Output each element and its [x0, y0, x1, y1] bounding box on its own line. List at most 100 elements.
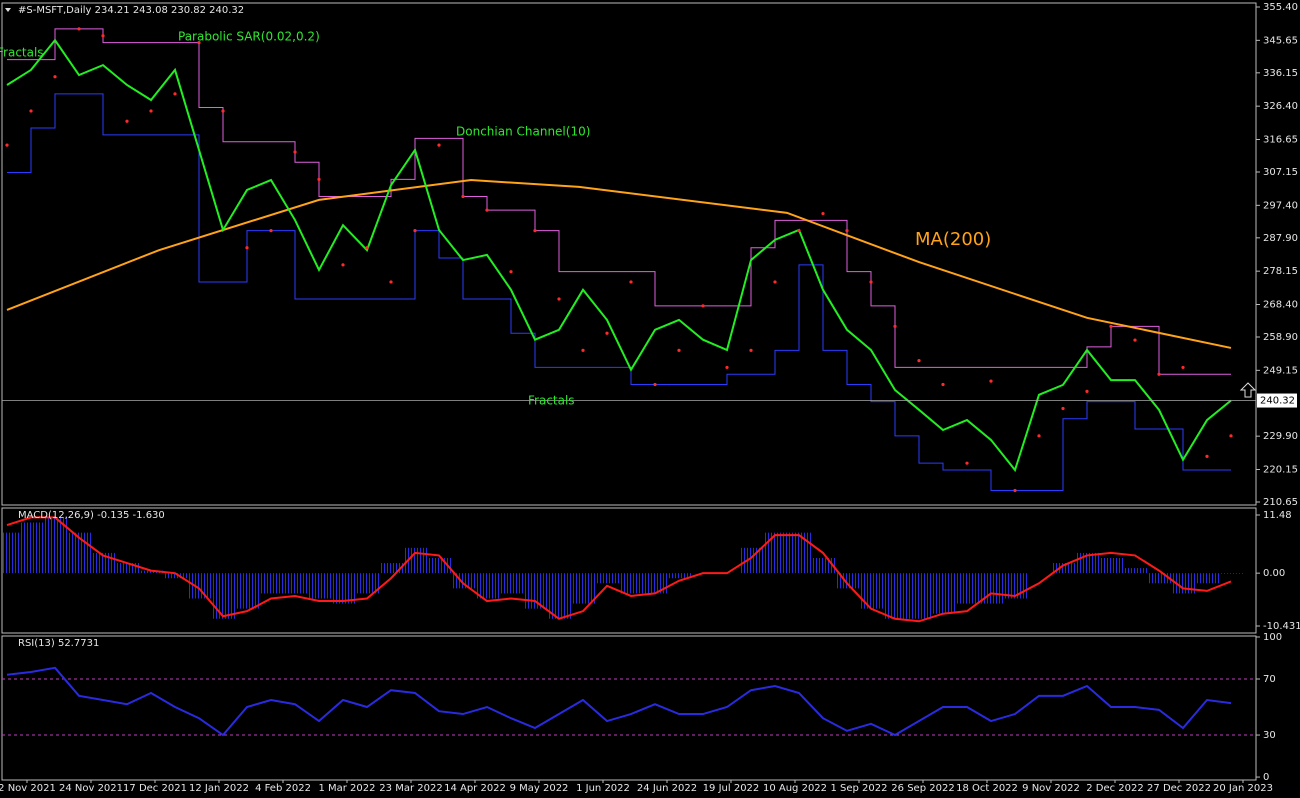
histogram-bar — [619, 573, 643, 594]
sar-dot — [269, 229, 273, 233]
sar-dot — [365, 246, 369, 250]
sar-dot — [461, 194, 465, 199]
histogram-bar — [43, 517, 67, 574]
x-tick-label: 4 Feb 2022 — [255, 783, 311, 794]
series-line — [6, 38, 1232, 473]
x-tick-label: 1 Sep 2022 — [830, 783, 887, 794]
y-tick-label: 11.48 — [1263, 510, 1292, 521]
histogram-bar — [955, 573, 979, 604]
sar-dot — [1181, 365, 1185, 370]
series-line — [6, 179, 1232, 349]
rsi-panel — [1, 635, 1257, 781]
histogram-bar — [595, 573, 619, 584]
sar-dot — [773, 280, 777, 284]
x-tick-label: 9 Nov 2022 — [1022, 783, 1080, 794]
x-tick-label: 23 Mar 2022 — [379, 783, 442, 794]
sar-dot — [1013, 488, 1017, 493]
histogram-bar — [19, 522, 43, 574]
x-tick-label: 24 Nov 2021 — [59, 783, 123, 794]
y-tick-label: 0 — [1263, 772, 1269, 783]
sar-dot — [605, 331, 609, 335]
x-tick-label: 18 Oct 2022 — [956, 783, 1018, 794]
sar-dot — [965, 461, 969, 465]
series-group — [5, 27, 1233, 493]
x-tick-label: 19 Jul 2022 — [703, 783, 760, 794]
sar-dot — [389, 280, 393, 284]
panel-title: #S-MSFT,Daily 234.21 243.08 230.82 240.3… — [18, 5, 244, 16]
annotation: Donchian Channel(10) — [456, 125, 590, 139]
price-label-box — [1257, 393, 1297, 408]
sar-dot — [221, 109, 225, 113]
y-tick-label: 316.65 — [1263, 135, 1298, 146]
x-tick-label: 12 Jan 2022 — [189, 783, 249, 794]
sar-dot — [989, 379, 993, 383]
y-tick-label: 297.40 — [1263, 200, 1298, 211]
x-tick-label: 26 Sep 2022 — [891, 783, 954, 794]
panel-title: RSI(13) 52.7731 — [18, 638, 99, 649]
histogram-bar — [211, 573, 235, 619]
channel-line — [7, 28, 1231, 375]
histogram-bar — [307, 573, 331, 599]
y-tick-label: 336.15 — [1263, 68, 1298, 79]
x-tick-label: 2 Nov 2021 — [0, 783, 56, 794]
histogram-bar — [355, 573, 379, 594]
sar-dot — [893, 324, 897, 328]
y-tick-label: 210.65 — [1263, 497, 1298, 508]
annotation: Fractals — [0, 46, 44, 60]
sar-dot — [197, 40, 201, 45]
annotation: MA(200) — [915, 229, 991, 250]
histogram-bar — [907, 573, 931, 619]
histogram-bar — [667, 573, 691, 579]
x-tick-label: 1 Jun 2022 — [576, 783, 630, 794]
histogram-bar — [163, 573, 187, 579]
x-tick-label: 20 Jan 2023 — [1213, 783, 1273, 794]
y-tick-label: 278.15 — [1263, 266, 1298, 277]
menu-triangle — [5, 8, 11, 12]
sar-dot — [677, 348, 681, 352]
histogram-bar — [547, 573, 571, 619]
y-tick-label: 100 — [1263, 632, 1282, 643]
sar-dot — [1061, 406, 1065, 411]
sar-dot — [629, 280, 633, 284]
histogram-bar — [835, 573, 859, 589]
y-tick-label: -10.431 — [1263, 621, 1300, 632]
sar-dot — [797, 229, 801, 233]
annotation: Fractals — [528, 394, 575, 408]
series-group — [2, 666, 1256, 737]
price-panel — [1, 2, 1257, 506]
y-tick-label: 345.65 — [1263, 35, 1298, 46]
x-tick-label: 9 May 2022 — [510, 783, 569, 794]
histogram-bar — [1051, 563, 1075, 574]
histogram-bar — [187, 573, 211, 599]
y-tick-label: 307.15 — [1263, 167, 1298, 178]
sar-dot — [845, 229, 849, 233]
histogram-bar — [811, 557, 835, 574]
channel-line — [7, 93, 1231, 492]
series-line — [6, 516, 1232, 623]
histogram-bar — [1147, 573, 1171, 584]
histogram-bar — [451, 573, 475, 589]
sar-dot — [317, 177, 321, 181]
sar-dot — [1037, 434, 1041, 438]
sar-dot — [725, 365, 729, 370]
y-tick-label: 249.15 — [1263, 365, 1298, 376]
histogram-bar — [739, 547, 763, 574]
histogram-bar — [859, 573, 883, 609]
sar-dot — [293, 150, 297, 154]
sar-dot — [749, 348, 753, 352]
y-tick-label: 355.40 — [1263, 2, 1298, 13]
histogram-bar — [931, 573, 955, 614]
histogram-bar — [763, 532, 787, 574]
sar-dot — [1133, 338, 1137, 342]
sar-dot — [701, 304, 705, 308]
y-tick-label: 229.90 — [1263, 431, 1298, 442]
x-tick-label: 14 Apr 2022 — [444, 783, 506, 794]
annotation: Parabolic SAR(0.02,0.2) — [178, 30, 320, 44]
sar-dot — [245, 246, 249, 250]
y-tick-label: 220.15 — [1263, 465, 1298, 476]
histogram-bar — [643, 573, 667, 594]
sar-dot — [413, 229, 417, 233]
histogram-bar — [499, 573, 523, 594]
